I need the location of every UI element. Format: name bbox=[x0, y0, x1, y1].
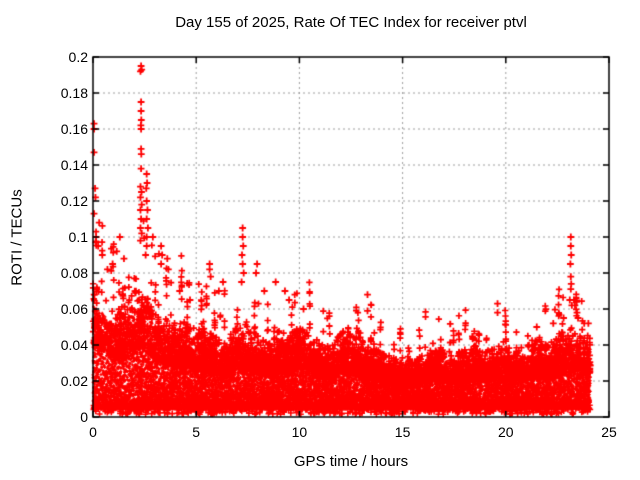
y-tick-label: 0.18 bbox=[60, 85, 88, 101]
x-axis-title: GPS time / hours bbox=[293, 453, 409, 470]
x-tick-label: 10 bbox=[291, 424, 308, 440]
x-tick-label: 0 bbox=[89, 424, 97, 440]
y-tick-label: 0.08 bbox=[60, 265, 88, 281]
y-tick-label: 0.1 bbox=[68, 229, 88, 245]
y-tick-label: 0.14 bbox=[60, 157, 88, 173]
x-tick-label: 15 bbox=[394, 424, 411, 440]
y-tick-label: 0.02 bbox=[60, 373, 88, 389]
x-tick-label: 20 bbox=[498, 424, 514, 440]
y-tick-label: 0.06 bbox=[60, 301, 88, 317]
x-tick-label: 5 bbox=[192, 424, 201, 440]
y-tick-label: 0.04 bbox=[60, 337, 88, 353]
chart-title: Day 155 of 2025, Rate Of TEC Index for r… bbox=[175, 14, 527, 31]
y-tick-label: 0.2 bbox=[68, 49, 88, 65]
y-tick-label: 0 bbox=[80, 409, 88, 425]
y-tick-label: 0.12 bbox=[60, 193, 88, 209]
y-tick-label: 0.16 bbox=[60, 121, 88, 137]
y-axis-title: ROTI / TECUs bbox=[8, 189, 26, 286]
x-tick-label: 25 bbox=[601, 424, 617, 440]
